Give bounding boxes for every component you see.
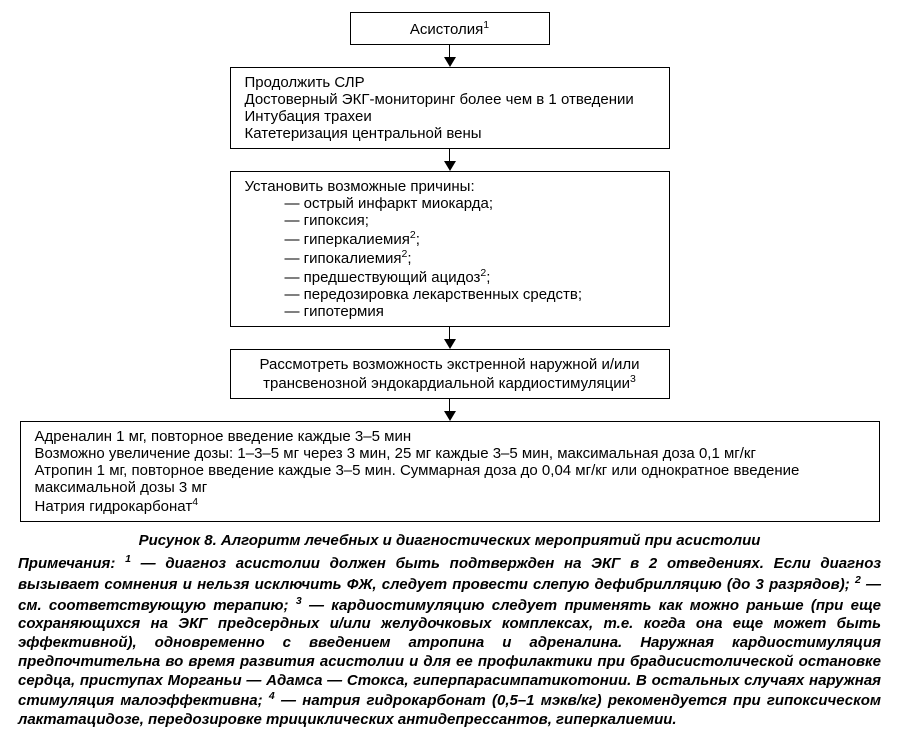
node5-line4: Натрия гидрокарбонат4 [35, 496, 865, 515]
arrow-2 [444, 149, 456, 171]
node3-item3: — гиперкалиемия2; [245, 229, 655, 248]
node3-head: Установить возможные причины: [245, 178, 655, 195]
node3-item6: — передозировка лекарственных средств; [245, 286, 655, 303]
node4-line1: Рассмотреть возможность экстренной наруж… [245, 356, 655, 373]
node2-line4: Катетеризация центральной вены [245, 125, 655, 142]
node3-item5: — предшествующий ацидоз2; [245, 267, 655, 286]
node-drugs: Адреналин 1 мг, повторное введение кажды… [20, 421, 880, 522]
flowchart: Асистолия1 Продолжить СЛР Достоверный ЭК… [18, 12, 881, 522]
node-pacing: Рассмотреть возможность экстренной наруж… [230, 349, 670, 399]
arrow-1 [444, 45, 456, 67]
node3-item7: — гипотермия [245, 303, 655, 320]
node4-line2: трансвенозной эндокардиальной кардиостим… [245, 373, 655, 392]
node5-line3: Атропин 1 мг, повторное введение каждые … [35, 462, 865, 496]
node5-line1: Адреналин 1 мг, повторное введение кажды… [35, 428, 865, 445]
node2-line1: Продолжить СЛР [245, 74, 655, 91]
figure-notes: Примечания: 1 — диагноз асистолии должен… [18, 553, 881, 730]
node3-item2: — гипоксия; [245, 212, 655, 229]
node2-line2: Достоверный ЭКГ-мониторинг более чем в 1… [245, 91, 655, 108]
node3-item4: — гипокалиемия2; [245, 248, 655, 267]
node-asystole: Асистолия1 [350, 12, 550, 45]
node-asystole-label: Асистолия1 [410, 21, 489, 38]
node5-line2: Возможно увеличение дозы: 1–3–5 мг через… [35, 445, 865, 462]
node3-item1: — острый инфаркт миокарда; [245, 195, 655, 212]
node-causes: Установить возможные причины: — острый и… [230, 171, 670, 327]
arrow-3 [444, 327, 456, 349]
node-continue-cpr: Продолжить СЛР Достоверный ЭКГ-мониторин… [230, 67, 670, 149]
arrow-4 [444, 399, 456, 421]
node2-line3: Интубация трахеи [245, 108, 655, 125]
figure-caption: Рисунок 8. Алгоритм лечебных и диагности… [18, 532, 881, 549]
